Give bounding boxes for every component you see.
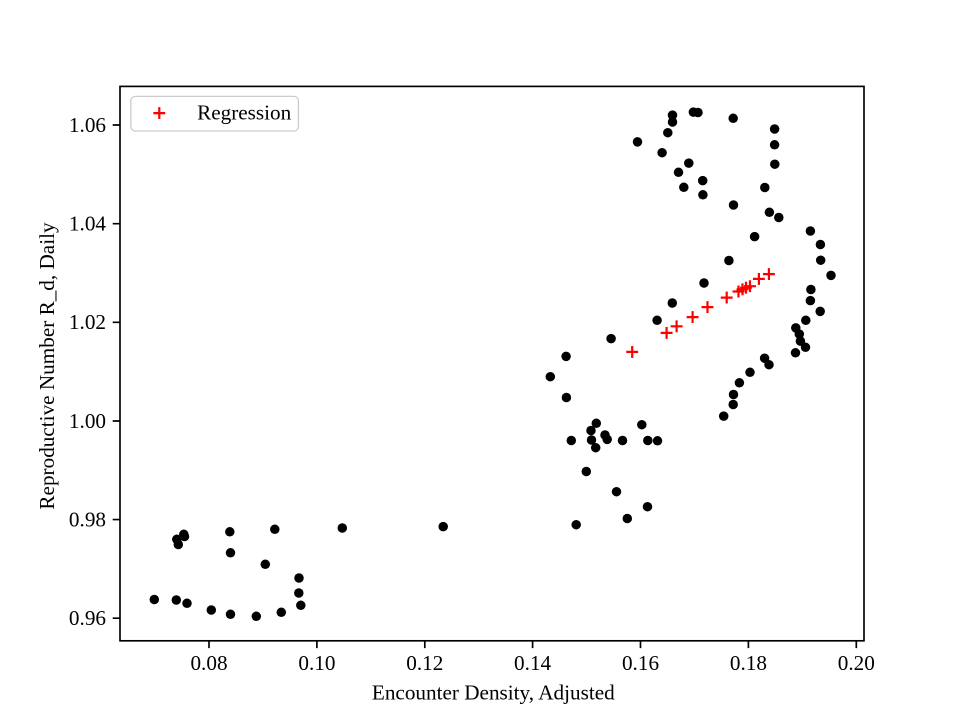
svg-text:0.96: 0.96 — [69, 606, 106, 630]
svg-text:Encounter Density, Adjusted: Encounter Density, Adjusted — [372, 680, 615, 704]
svg-text:0.16: 0.16 — [622, 651, 659, 675]
svg-text:0.12: 0.12 — [406, 651, 443, 675]
svg-text:Reproductive Number R_d, Daily: Reproductive Number R_d, Daily — [35, 222, 59, 510]
svg-text:0.14: 0.14 — [514, 651, 551, 675]
svg-text:Regression: Regression — [197, 100, 292, 124]
svg-text:0.10: 0.10 — [298, 651, 335, 675]
svg-text:1.04: 1.04 — [69, 212, 106, 236]
svg-text:1.00: 1.00 — [69, 409, 106, 433]
svg-text:1.02: 1.02 — [69, 310, 106, 334]
svg-text:0.98: 0.98 — [69, 508, 106, 532]
svg-text:0.18: 0.18 — [730, 651, 767, 675]
svg-text:0.08: 0.08 — [190, 651, 227, 675]
svg-text:0.20: 0.20 — [838, 651, 875, 675]
svg-text:1.06: 1.06 — [69, 113, 106, 137]
